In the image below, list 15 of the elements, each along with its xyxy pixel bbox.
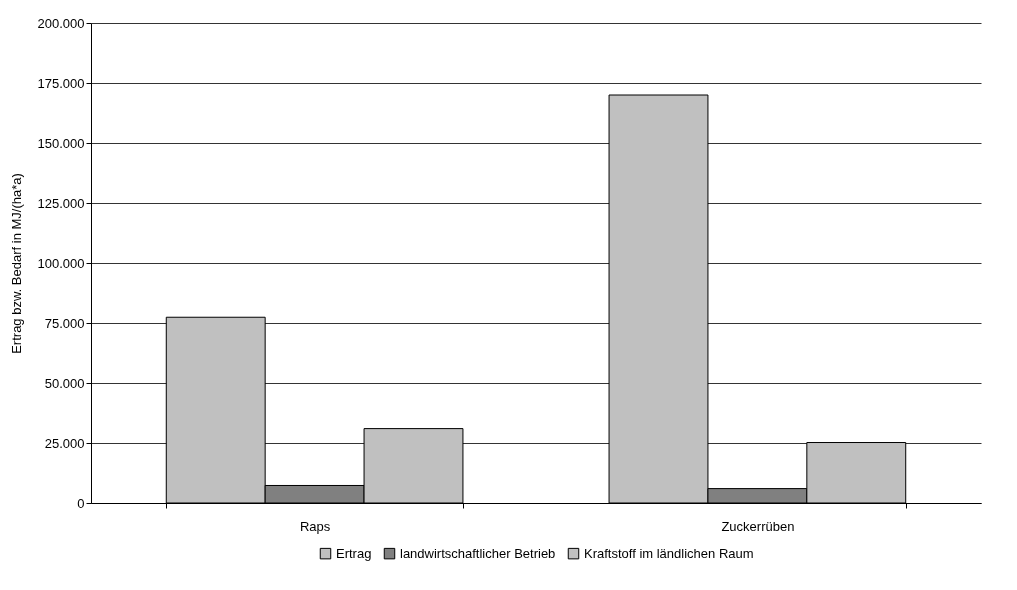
y-tick-label: 200.000 bbox=[37, 15, 85, 31]
y-tick-label: 75.000 bbox=[44, 315, 85, 331]
y-tick-label: 25.000 bbox=[44, 435, 85, 451]
y-tick-label: 50.000 bbox=[44, 375, 85, 391]
y-axis-title: Ertrag bzw. Bedarf in MJ/(ha*a) bbox=[8, 173, 24, 354]
legend-label: Ertrag bbox=[336, 545, 372, 561]
x-tick-label: Raps bbox=[299, 518, 331, 534]
legend-label: landwirtschaftlicher Betrieb bbox=[400, 545, 556, 561]
y-tick-label: 150.000 bbox=[37, 135, 85, 151]
y-tick-label: 100.000 bbox=[37, 255, 85, 271]
y-tick-label: 175.000 bbox=[37, 75, 85, 91]
y-tick-label: 125.000 bbox=[37, 195, 85, 211]
legend-label: Kraftstoff im ländlichen Raum bbox=[584, 545, 754, 561]
y-tick-label: 0 bbox=[77, 495, 85, 511]
x-tick-label: Zuckerrüben bbox=[721, 518, 795, 534]
